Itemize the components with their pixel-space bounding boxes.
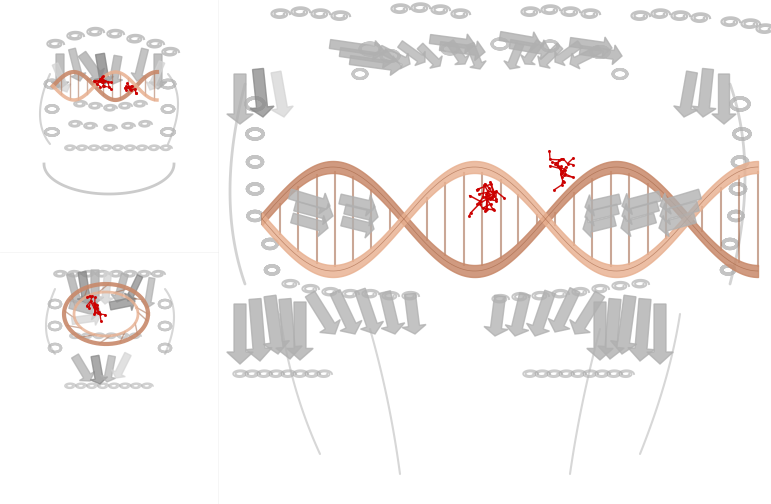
FancyArrow shape <box>271 71 293 117</box>
FancyArrow shape <box>417 43 443 68</box>
FancyArrow shape <box>622 201 659 225</box>
FancyArrow shape <box>294 201 333 225</box>
FancyArrow shape <box>660 189 702 214</box>
FancyArrow shape <box>131 48 148 81</box>
FancyArrow shape <box>583 216 616 238</box>
FancyArrow shape <box>246 298 272 361</box>
FancyArrow shape <box>569 37 612 56</box>
FancyArrow shape <box>227 304 253 364</box>
FancyArrow shape <box>79 51 104 80</box>
FancyArrow shape <box>548 288 580 332</box>
FancyArrow shape <box>355 288 383 334</box>
FancyArrow shape <box>505 293 530 336</box>
FancyArrow shape <box>712 74 736 124</box>
FancyArrow shape <box>305 291 340 334</box>
FancyArrow shape <box>344 204 378 226</box>
FancyArrow shape <box>402 293 426 334</box>
FancyArrow shape <box>692 69 716 117</box>
FancyArrow shape <box>339 47 395 68</box>
FancyArrow shape <box>503 42 524 69</box>
FancyArrow shape <box>69 300 100 320</box>
FancyArrow shape <box>579 45 622 65</box>
FancyArrow shape <box>77 271 95 304</box>
FancyArrow shape <box>250 69 274 117</box>
FancyArrow shape <box>570 291 604 334</box>
FancyArrow shape <box>621 213 656 236</box>
FancyArrow shape <box>341 216 374 238</box>
FancyArrow shape <box>100 355 116 382</box>
FancyArrow shape <box>86 270 104 304</box>
FancyArrow shape <box>287 302 313 360</box>
FancyArrow shape <box>106 55 123 84</box>
FancyArrow shape <box>587 302 613 360</box>
FancyArrow shape <box>598 298 625 359</box>
FancyArrow shape <box>72 310 100 326</box>
FancyArrow shape <box>379 291 405 334</box>
FancyArrow shape <box>329 39 385 60</box>
FancyArrow shape <box>527 290 555 336</box>
FancyArrow shape <box>264 295 289 354</box>
FancyArrow shape <box>66 273 84 304</box>
FancyArrow shape <box>146 61 165 90</box>
FancyArrow shape <box>509 40 550 59</box>
FancyArrow shape <box>90 355 108 384</box>
FancyArrow shape <box>52 63 71 92</box>
FancyArrow shape <box>51 54 69 89</box>
FancyArrow shape <box>555 41 582 66</box>
FancyArrow shape <box>628 298 654 361</box>
FancyArrow shape <box>398 41 425 66</box>
FancyArrow shape <box>142 278 155 308</box>
FancyArrow shape <box>500 32 540 51</box>
FancyArrow shape <box>439 41 485 60</box>
FancyArrow shape <box>112 352 131 378</box>
FancyArrow shape <box>674 71 698 117</box>
FancyArrow shape <box>659 213 696 236</box>
FancyArrow shape <box>585 194 621 216</box>
FancyArrow shape <box>520 40 544 65</box>
FancyArrow shape <box>570 45 602 69</box>
FancyArrow shape <box>288 189 330 214</box>
FancyArrow shape <box>111 273 128 302</box>
FancyArrow shape <box>276 298 302 359</box>
FancyArrow shape <box>227 74 253 124</box>
FancyArrow shape <box>622 191 662 215</box>
FancyArrow shape <box>647 304 673 364</box>
FancyArrow shape <box>379 45 410 69</box>
FancyArrow shape <box>150 54 167 89</box>
FancyArrow shape <box>72 354 95 381</box>
FancyArrow shape <box>466 42 487 69</box>
FancyArrow shape <box>611 295 637 354</box>
FancyArrow shape <box>660 201 699 225</box>
FancyArrow shape <box>124 275 143 301</box>
FancyArrow shape <box>429 34 475 53</box>
FancyArrow shape <box>484 295 508 336</box>
FancyArrow shape <box>446 40 470 65</box>
FancyArrow shape <box>585 204 619 226</box>
FancyArrow shape <box>69 48 86 81</box>
FancyArrow shape <box>291 213 328 236</box>
FancyArrow shape <box>94 53 114 84</box>
FancyArrow shape <box>109 293 135 310</box>
FancyArrow shape <box>339 194 375 216</box>
FancyArrow shape <box>349 55 402 76</box>
FancyArrow shape <box>330 290 362 334</box>
FancyArrow shape <box>538 43 563 68</box>
FancyArrow shape <box>98 272 113 304</box>
